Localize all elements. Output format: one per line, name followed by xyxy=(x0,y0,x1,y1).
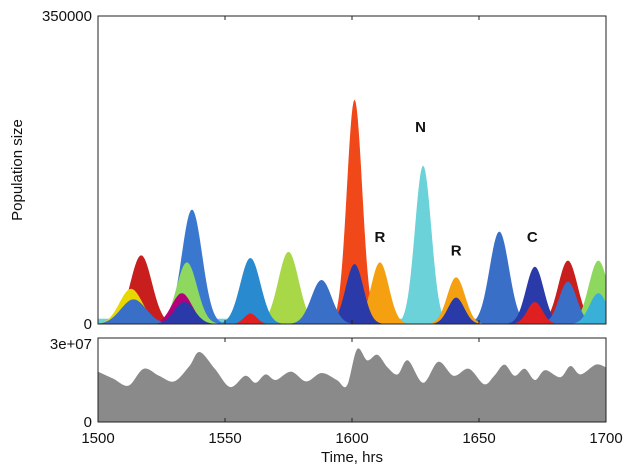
population-peak xyxy=(143,302,225,324)
population-peak xyxy=(225,313,276,324)
total-population-area xyxy=(98,348,606,422)
peak-label: N xyxy=(415,119,426,136)
population-areas xyxy=(98,99,606,324)
population-peak xyxy=(562,293,606,324)
population-peak xyxy=(280,280,363,324)
population-peak xyxy=(504,302,566,324)
x-tick-label: 1650 xyxy=(462,430,495,447)
population-peak xyxy=(318,264,391,324)
x-axis-label: Time, hrs xyxy=(321,449,383,466)
y-axis-label: Population size xyxy=(9,119,26,221)
population-peak xyxy=(532,281,604,324)
x-tick-label: 1550 xyxy=(208,430,241,447)
population-peak xyxy=(146,262,228,324)
x-tick-label: 1600 xyxy=(335,430,368,447)
bottom-y-tick-max: 3e+07 xyxy=(50,336,92,353)
bottom-y-tick-zero: 0 xyxy=(84,414,92,431)
x-tick-label: 1700 xyxy=(589,430,622,447)
population-peak xyxy=(98,255,184,324)
population-peak xyxy=(423,297,489,324)
population-peak xyxy=(98,299,185,324)
top-y-tick-zero: 0 xyxy=(84,316,92,333)
x-ticks: 1500 1550 1600 1650 1700 xyxy=(81,16,623,447)
peak-label: R xyxy=(451,242,462,259)
population-panel: R N R C 350000 0 Population size xyxy=(9,8,607,333)
population-peak xyxy=(247,251,330,324)
peak-label: R xyxy=(375,229,386,246)
population-peak xyxy=(324,99,386,324)
population-peak xyxy=(390,165,456,324)
total-area xyxy=(98,348,606,422)
population-peak xyxy=(499,266,571,324)
peak-annotations: R N R C xyxy=(375,119,538,259)
x-tick-label: 1500 xyxy=(81,430,114,447)
population-peak xyxy=(151,209,233,324)
population-peak xyxy=(460,231,538,324)
population-peak xyxy=(344,262,416,324)
total-panel: 3e+07 0 1500 1550 1600 1650 1700 Time, hrs xyxy=(50,16,623,466)
population-peak xyxy=(209,258,292,324)
peak-label: C xyxy=(527,229,538,246)
top-y-tick-max: 350000 xyxy=(42,8,92,25)
